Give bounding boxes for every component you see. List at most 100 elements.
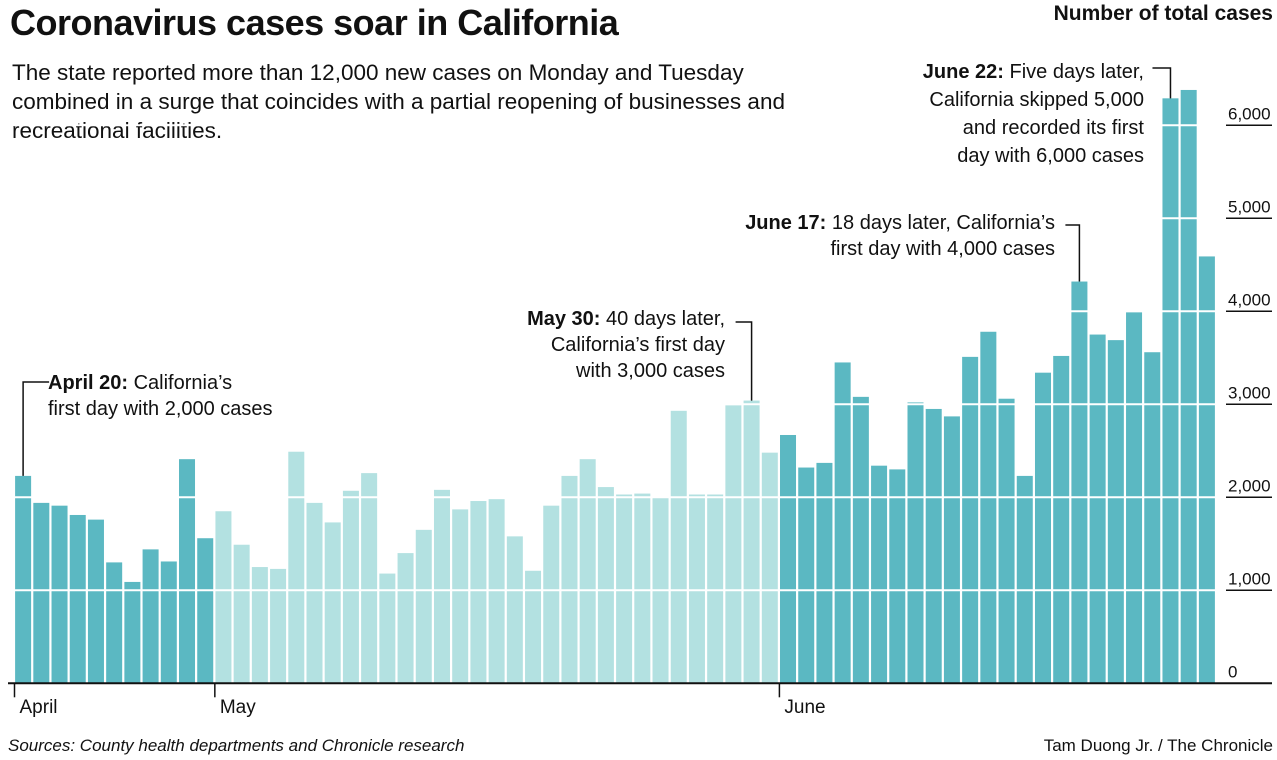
annotation-text: first day with 2,000 cases (48, 398, 273, 420)
annotation-date: April 20: (48, 372, 129, 394)
bar (179, 459, 196, 684)
bar (616, 494, 633, 684)
bar (525, 570, 542, 684)
bar (51, 505, 68, 684)
bar (889, 469, 906, 684)
bar (688, 494, 705, 684)
bar (998, 398, 1015, 684)
bar (725, 405, 742, 684)
bar (124, 581, 141, 684)
bar (288, 451, 305, 684)
bar (707, 494, 724, 684)
bar (871, 465, 888, 684)
bar (1053, 355, 1070, 684)
bar (87, 519, 104, 684)
bar (215, 511, 232, 684)
bar (962, 356, 979, 684)
bar (1034, 372, 1051, 684)
bar (1089, 334, 1106, 684)
bar (834, 362, 851, 684)
month-label: April (20, 697, 58, 718)
bar (1162, 98, 1179, 684)
y-tick-label: 5,000 (1228, 197, 1271, 216)
bar (324, 522, 341, 684)
bar (233, 544, 250, 684)
bar (197, 538, 214, 684)
bar (506, 536, 523, 684)
y-axis-title: Number of total cases (1053, 2, 1273, 25)
annotation-leader-line (735, 321, 753, 401)
bar (1144, 352, 1161, 684)
bar (342, 490, 359, 684)
bar (433, 489, 450, 684)
annotation-text: day with 6,000 cases (957, 145, 1144, 167)
annotation-text: 40 days later, (606, 308, 725, 330)
annotation-june-17: June 17: 18 days later, California’s fir… (745, 210, 1055, 262)
annotation-text: with 3,000 cases (576, 360, 725, 382)
annotation-date: June 17: (745, 212, 827, 234)
bar (761, 452, 778, 684)
bar (15, 475, 32, 684)
bar (579, 459, 596, 684)
chart-title: Coronavirus cases soar in California (10, 2, 619, 43)
bar (69, 514, 86, 684)
bar (1180, 89, 1197, 684)
bar (1198, 256, 1215, 684)
chart-subtitle: The state reported more than 12,000 new … (12, 60, 785, 143)
bar (561, 475, 578, 684)
bar (160, 561, 177, 684)
bar (852, 396, 869, 684)
bar (452, 509, 469, 684)
bar (270, 568, 287, 684)
bar (1071, 281, 1088, 684)
bar (780, 434, 797, 684)
source-note: Sources: County health departments and C… (8, 736, 465, 755)
bar (1107, 340, 1124, 684)
y-tick-label: 4,000 (1228, 290, 1271, 309)
annotation-text: 18 days later, California’s (831, 212, 1055, 234)
bar (743, 400, 760, 684)
annotation-leader-line (1152, 67, 1172, 99)
bar (543, 505, 560, 684)
annotation-text: first day with 4,000 cases (830, 238, 1055, 260)
annotation-leader-line (22, 381, 50, 476)
annotation-text: California skipped 5,000 (929, 89, 1144, 111)
bar (634, 493, 651, 684)
annotation-text: and recorded its first (962, 117, 1144, 139)
annotation-leader-line (1065, 224, 1081, 282)
bar (415, 529, 432, 684)
y-tick-label: 1,000 (1228, 569, 1271, 588)
bar (925, 408, 942, 684)
credit: Tam Duong Jr. / The Chronicle (1043, 736, 1273, 755)
annotation-text: Five days later, (1009, 61, 1144, 83)
bar (670, 410, 687, 684)
bar (251, 567, 268, 684)
month-label: May (220, 697, 256, 718)
bar (816, 462, 833, 684)
bar (980, 331, 997, 684)
annotation-date: June 22: (922, 61, 1004, 83)
bar (106, 562, 123, 684)
bar (306, 502, 323, 684)
bar (1016, 475, 1033, 684)
bar (597, 487, 614, 684)
bar (907, 402, 924, 684)
bar (397, 553, 414, 684)
month-label: June (784, 697, 825, 718)
bar (470, 501, 487, 684)
annotation-date: May 30: (527, 308, 601, 330)
bar (943, 416, 960, 684)
y-tick-label: 3,000 (1228, 383, 1271, 402)
y-tick-label: 6,000 (1228, 104, 1271, 123)
y-tick-label: 0 (1228, 662, 1237, 681)
bar (379, 573, 396, 684)
annotation-april-20: April 20: California’s first day with 2,… (48, 370, 273, 422)
annotation-june-22: June 22: Five days later, California ski… (923, 58, 1144, 170)
annotation-may-30: May 30: 40 days later, California’s firs… (527, 306, 725, 384)
y-tick-label: 2,000 (1228, 476, 1271, 495)
annotation-text: California’s first day (550, 334, 725, 356)
annotation-text: California’s (133, 372, 233, 394)
bar (798, 467, 815, 684)
bar (361, 473, 378, 684)
